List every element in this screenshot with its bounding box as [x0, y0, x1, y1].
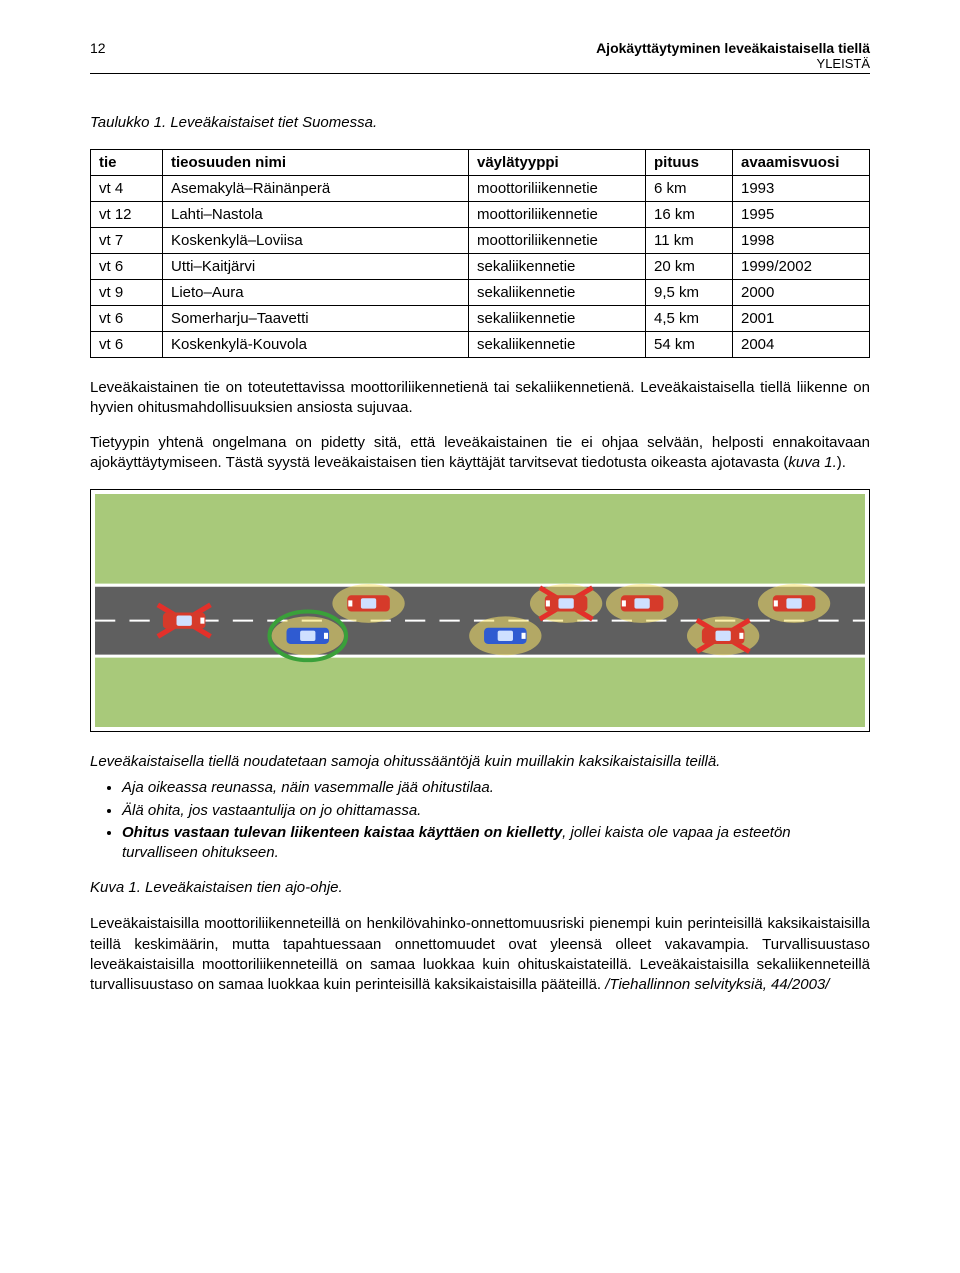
table-cell: 20 km	[646, 254, 733, 280]
table-header-row: tie tieosuuden nimi väylätyyppi pituus a…	[91, 150, 870, 176]
table-cell: vt 6	[91, 254, 163, 280]
table-row: vt 4Asemakylä–Räinänperämoottoriliikenne…	[91, 176, 870, 202]
paragraph-3: Leveäkaistaisilla moottoriliikenneteillä…	[90, 914, 870, 995]
table-row: vt 6Utti–Kaitjärvisekaliikennetie20 km19…	[91, 254, 870, 280]
paragraph-2-kuva: kuva 1.	[788, 454, 836, 471]
table-cell: Koskenkylä-Kouvola	[163, 332, 469, 358]
table-cell: sekaliikennetie	[469, 254, 646, 280]
table-cell: vt 6	[91, 306, 163, 332]
roads-table: tie tieosuuden nimi väylätyyppi pituus a…	[90, 149, 870, 358]
figure-1-svg	[95, 494, 865, 727]
table-header-cell: pituus	[646, 150, 733, 176]
table-cell: 2001	[733, 306, 870, 332]
rule-text: Aja oikeassa reunassa, näin vasemmalle j…	[122, 779, 494, 796]
table-row: vt 7Koskenkylä–Loviisamoottoriliikenneti…	[91, 228, 870, 254]
table-cell: Somerharju–Taavetti	[163, 306, 469, 332]
figure-1	[90, 489, 870, 732]
table-cell: moottoriliikennetie	[469, 202, 646, 228]
table-row: vt 9Lieto–Aurasekaliikennetie9,5 km2000	[91, 280, 870, 306]
table-cell: vt 6	[91, 332, 163, 358]
table-cell: moottoriliikennetie	[469, 228, 646, 254]
header-subtitle: YLEISTÄ	[130, 56, 870, 71]
table-cell: 11 km	[646, 228, 733, 254]
rule-text: Älä ohita, jos vastaantulija on jo ohitt…	[122, 802, 421, 819]
rule-text-bold: Ohitus vastaan tulevan liikenteen kaista…	[122, 824, 562, 841]
table-cell: 1999/2002	[733, 254, 870, 280]
table-cell: 2004	[733, 332, 870, 358]
table-row: vt 12Lahti–Nastolamoottoriliikennetie16 …	[91, 202, 870, 228]
table-cell: Asemakylä–Räinänperä	[163, 176, 469, 202]
table-cell: vt 4	[91, 176, 163, 202]
page-header: 12 Ajokäyttäytyminen leveäkaistaisella t…	[90, 40, 870, 74]
paragraph-2: Tietyypin yhtenä ongelmana on pidetty si…	[90, 433, 870, 474]
table-cell: Koskenkylä–Loviisa	[163, 228, 469, 254]
rule-item: Älä ohita, jos vastaantulija on jo ohitt…	[122, 801, 870, 821]
figure-caption: Kuva 1. Leveäkaistaisen tien ajo-ohje.	[90, 879, 870, 896]
rules-list: Aja oikeassa reunassa, näin vasemmalle j…	[122, 778, 870, 863]
table-cell: vt 12	[91, 202, 163, 228]
table-cell: 4,5 km	[646, 306, 733, 332]
table-cell: vt 7	[91, 228, 163, 254]
table-cell: sekaliikennetie	[469, 306, 646, 332]
table-cell: sekaliikennetie	[469, 280, 646, 306]
table-cell: Utti–Kaitjärvi	[163, 254, 469, 280]
table-cell: Lieto–Aura	[163, 280, 469, 306]
table-cell: moottoriliikennetie	[469, 176, 646, 202]
table-cell: 1993	[733, 176, 870, 202]
figure-intro-text: Leveäkaistaisella tiellä noudatetaan sam…	[90, 752, 870, 772]
header-text-block: Ajokäyttäytyminen leveäkaistaisella tiel…	[130, 40, 870, 71]
table-header-cell: avaamisvuosi	[733, 150, 870, 176]
table-cell: 1995	[733, 202, 870, 228]
paragraph-2b: ).	[837, 454, 846, 471]
rule-item: Ohitus vastaan tulevan liikenteen kaista…	[122, 823, 870, 864]
table-caption: Taulukko 1. Leveäkaistaiset tiet Suomess…	[90, 114, 870, 131]
table-cell: Lahti–Nastola	[163, 202, 469, 228]
paragraph-3-ref: /Tiehallinnon selvityksiä, 44/2003/	[605, 976, 829, 993]
header-title: Ajokäyttäytyminen leveäkaistaisella tiel…	[130, 40, 870, 56]
paragraph-1: Leveäkaistainen tie on toteutettavissa m…	[90, 378, 870, 419]
table-cell: 16 km	[646, 202, 733, 228]
table-header-cell: väylätyyppi	[469, 150, 646, 176]
table-cell: 2000	[733, 280, 870, 306]
table-header-cell: tieosuuden nimi	[163, 150, 469, 176]
table-row: vt 6Somerharju–Taavettisekaliikennetie4,…	[91, 306, 870, 332]
rule-item: Aja oikeassa reunassa, näin vasemmalle j…	[122, 778, 870, 798]
table-cell: 54 km	[646, 332, 733, 358]
table-cell: 1998	[733, 228, 870, 254]
table-cell: sekaliikennetie	[469, 332, 646, 358]
table-cell: 6 km	[646, 176, 733, 202]
table-header-cell: tie	[91, 150, 163, 176]
table-cell: 9,5 km	[646, 280, 733, 306]
table-cell: vt 9	[91, 280, 163, 306]
table-row: vt 6Koskenkylä-Kouvolasekaliikennetie54 …	[91, 332, 870, 358]
paragraph-2a: Tietyypin yhtenä ongelmana on pidetty si…	[90, 434, 870, 471]
page-number: 12	[90, 40, 130, 56]
